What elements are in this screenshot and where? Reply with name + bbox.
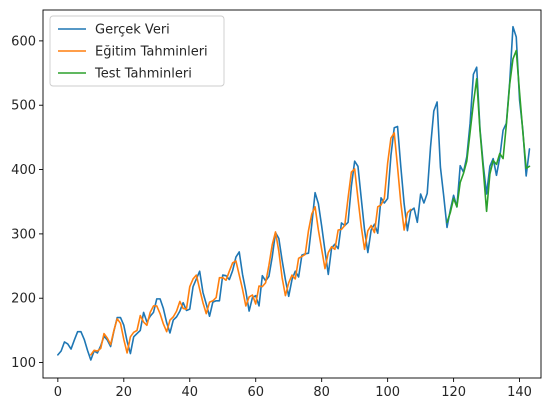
series-line-2	[90, 132, 412, 356]
x-tick-label: 80	[313, 385, 330, 400]
legend-label-1: Gerçek Veri	[95, 23, 170, 38]
legend-label-2: Eğitim Tahminleri	[95, 45, 208, 60]
x-tick-label: 0	[54, 385, 62, 400]
y-tick-label: 500	[11, 99, 36, 114]
x-tick-label: 100	[375, 385, 400, 400]
y-tick-label: 400	[11, 163, 36, 178]
x-tick-label: 40	[181, 385, 198, 400]
x-tick-label: 140	[507, 385, 532, 400]
axes-layer: 0 20 40 60 80 100 120 140 100 200 300 400 500 600	[11, 9, 542, 400]
x-tick-label: 60	[247, 385, 264, 400]
legend-box	[49, 15, 225, 87]
y-tick-label: 100	[11, 356, 36, 371]
y-tick-label: 600	[11, 34, 36, 49]
y-tick-label: 200	[11, 292, 36, 307]
series-line-3	[446, 49, 531, 224]
y-tick-label: 300	[11, 227, 36, 242]
x-tick-label: 20	[116, 385, 133, 400]
plot-frame	[42, 9, 542, 379]
x-tick-label: 120	[441, 385, 466, 400]
series-layer	[57, 25, 531, 361]
legend-label-3: Test Tahminleri	[94, 67, 192, 82]
legend: Gerçek Veri Eğitim Tahminleri Test Tahminl…	[49, 15, 225, 87]
